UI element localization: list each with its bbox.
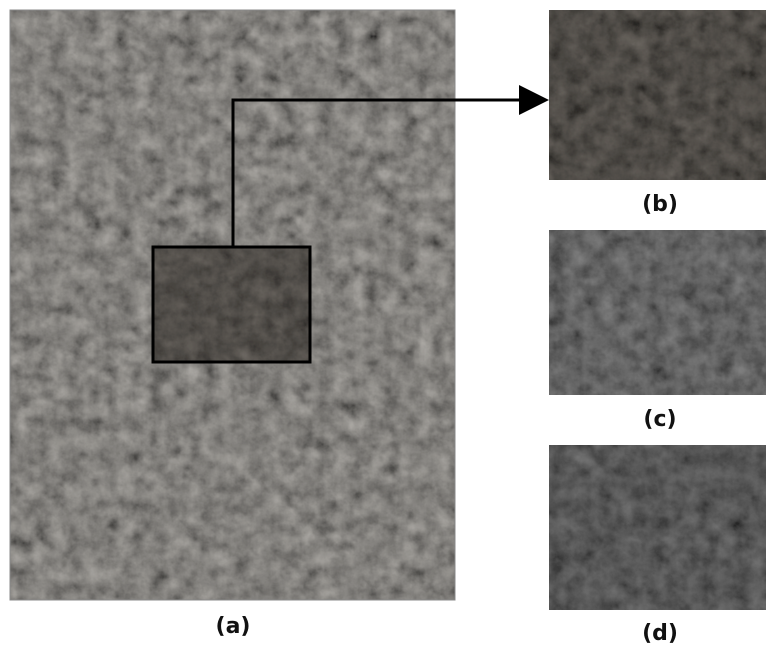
panel-c-image <box>549 230 766 395</box>
panel-label: (b) <box>642 192 678 217</box>
inset <box>153 247 310 362</box>
figure: (a) (b) (c) (d) <box>0 0 766 646</box>
panel-d-image <box>549 445 766 610</box>
panel-b-image <box>549 10 766 180</box>
panel-label: (d) <box>642 621 678 646</box>
panel-label: (c) <box>643 407 676 432</box>
panel-label: (a) <box>216 614 251 639</box>
